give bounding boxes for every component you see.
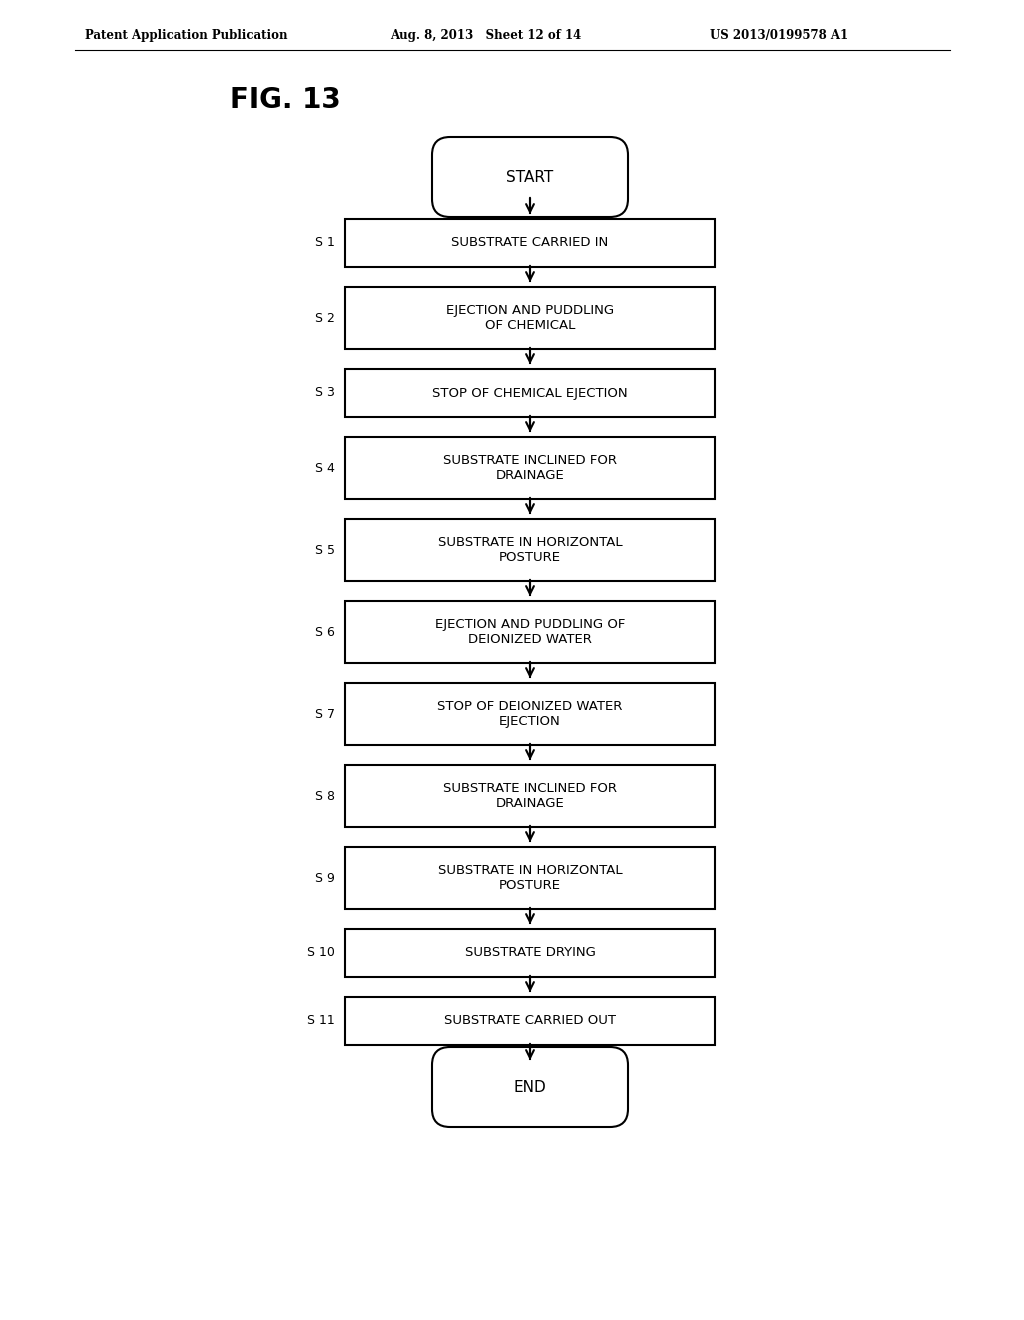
Text: SUBSTRATE INCLINED FOR
DRAINAGE: SUBSTRATE INCLINED FOR DRAINAGE <box>443 781 617 810</box>
Bar <box>345 847 715 909</box>
Text: SUBSTRATE IN HORIZONTAL
POSTURE: SUBSTRATE IN HORIZONTAL POSTURE <box>437 865 623 892</box>
Text: STOP OF DEIONIZED WATER
EJECTION: STOP OF DEIONIZED WATER EJECTION <box>437 700 623 729</box>
Text: S 9: S 9 <box>315 871 335 884</box>
Text: S 1: S 1 <box>315 236 335 249</box>
Text: END: END <box>514 1080 547 1094</box>
Text: EJECTION AND PUDDLING OF
DEIONIZED WATER: EJECTION AND PUDDLING OF DEIONIZED WATER <box>435 618 626 645</box>
Text: Patent Application Publication: Patent Application Publication <box>85 29 288 41</box>
Text: S 4: S 4 <box>315 462 335 474</box>
Bar <box>345 997 715 1045</box>
Bar <box>345 219 715 267</box>
Text: S 6: S 6 <box>315 626 335 639</box>
Text: S 11: S 11 <box>307 1015 335 1027</box>
FancyBboxPatch shape <box>432 1047 628 1127</box>
Text: SUBSTRATE CARRIED OUT: SUBSTRATE CARRIED OUT <box>444 1015 616 1027</box>
Text: S 7: S 7 <box>315 708 335 721</box>
Text: STOP OF CHEMICAL EJECTION: STOP OF CHEMICAL EJECTION <box>432 387 628 400</box>
Text: S 3: S 3 <box>315 387 335 400</box>
Text: SUBSTRATE INCLINED FOR
DRAINAGE: SUBSTRATE INCLINED FOR DRAINAGE <box>443 454 617 482</box>
Text: Aug. 8, 2013   Sheet 12 of 14: Aug. 8, 2013 Sheet 12 of 14 <box>390 29 582 41</box>
Text: S 5: S 5 <box>315 544 335 557</box>
Text: SUBSTRATE DRYING: SUBSTRATE DRYING <box>465 946 595 960</box>
Bar <box>345 519 715 581</box>
Bar <box>345 286 715 348</box>
Bar <box>345 437 715 499</box>
Text: US 2013/0199578 A1: US 2013/0199578 A1 <box>710 29 848 41</box>
FancyBboxPatch shape <box>432 137 628 216</box>
Text: S 10: S 10 <box>307 946 335 960</box>
Text: FIG. 13: FIG. 13 <box>230 86 341 114</box>
Text: SUBSTRATE IN HORIZONTAL
POSTURE: SUBSTRATE IN HORIZONTAL POSTURE <box>437 536 623 564</box>
Bar <box>345 370 715 417</box>
Bar <box>345 601 715 663</box>
Text: START: START <box>507 169 554 185</box>
Bar <box>345 682 715 744</box>
Text: S 2: S 2 <box>315 312 335 325</box>
Text: S 8: S 8 <box>315 789 335 803</box>
Text: EJECTION AND PUDDLING
OF CHEMICAL: EJECTION AND PUDDLING OF CHEMICAL <box>445 304 614 333</box>
Bar <box>345 766 715 828</box>
Text: SUBSTRATE CARRIED IN: SUBSTRATE CARRIED IN <box>452 236 608 249</box>
Bar <box>345 929 715 977</box>
